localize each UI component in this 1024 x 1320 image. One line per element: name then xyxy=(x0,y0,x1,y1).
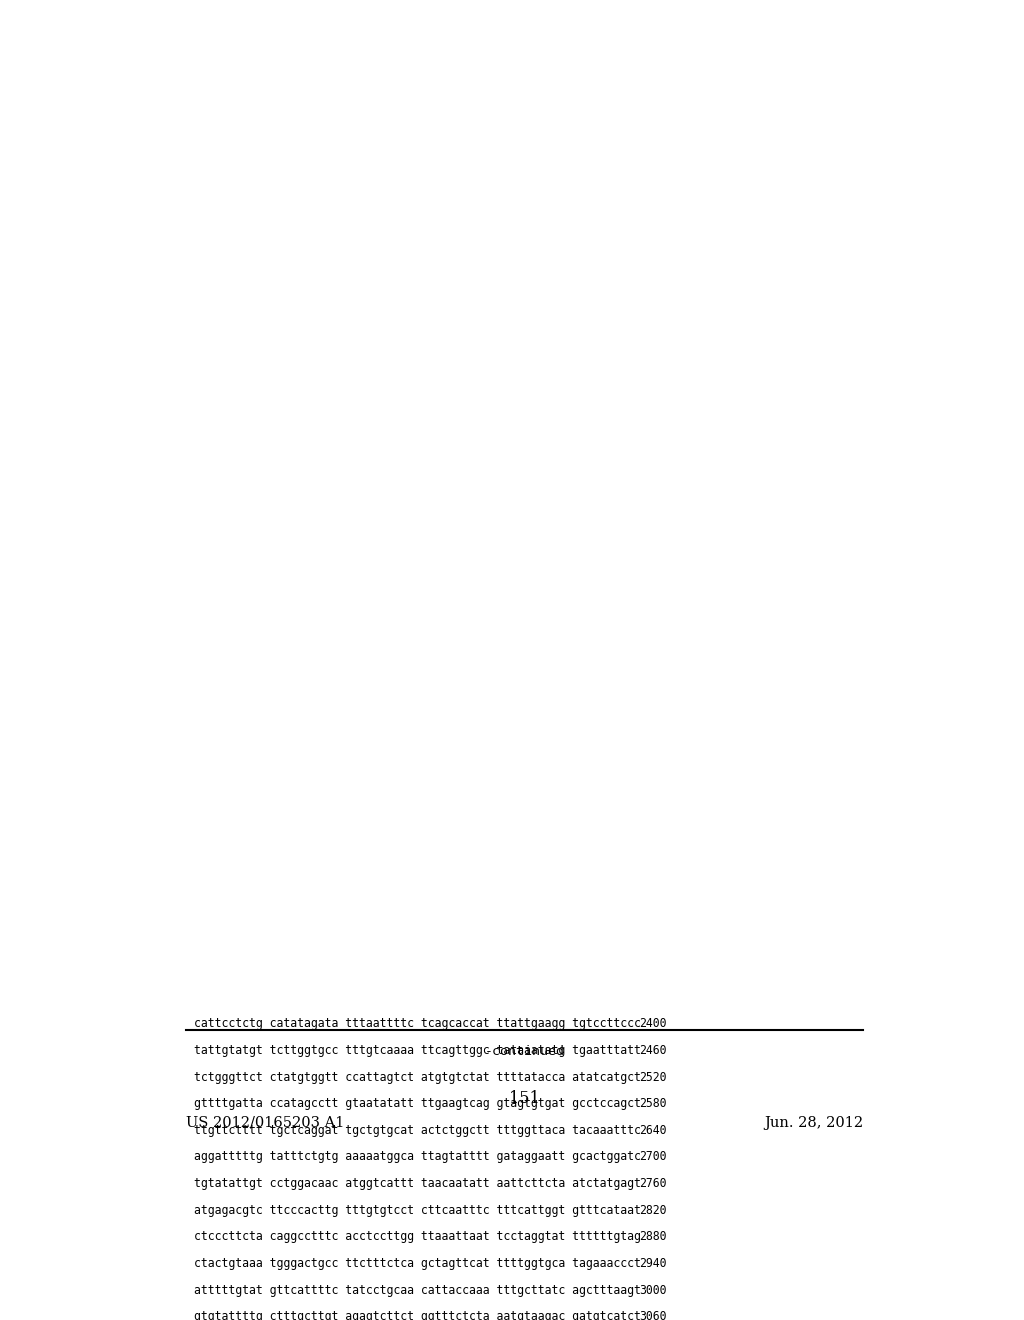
Text: 3000: 3000 xyxy=(640,1283,667,1296)
Text: aggatttttg tatttctgtg aaaaatggca ttagtatttt gataggaatt gcactggatc: aggatttttg tatttctgtg aaaaatggca ttagtat… xyxy=(194,1151,641,1163)
Text: 2940: 2940 xyxy=(640,1257,667,1270)
Text: ctcccttcta caggcctttc acctccttgg ttaaattaat tcctaggtat ttttttgtag: ctcccttcta caggcctttc acctccttgg ttaaatt… xyxy=(194,1230,641,1243)
Text: ctactgtaaa tgggactgcc ttctttctca gctagttcat ttttggtgca tagaaaccct: ctactgtaaa tgggactgcc ttctttctca gctagtt… xyxy=(194,1257,641,1270)
Text: tctgggttct ctatgtggtt ccattagtct atgtgtctat ttttatacca atatcatgct: tctgggttct ctatgtggtt ccattagtct atgtgtc… xyxy=(194,1071,641,1084)
Text: tgtatattgt cctggacaac atggtcattt taacaatatt aattcttcta atctatgagt: tgtatattgt cctggacaac atggtcattt taacaat… xyxy=(194,1177,641,1191)
Text: 2400: 2400 xyxy=(640,1018,667,1030)
Text: 3060: 3060 xyxy=(640,1311,667,1320)
Text: cattcctctg catatagata tttaattttc tcagcaccat ttattgaagg tgtccttccc: cattcctctg catatagata tttaattttc tcagcac… xyxy=(194,1018,641,1030)
Text: 151: 151 xyxy=(509,1090,541,1107)
Text: ttgttctttt tgctcaggat tgctgtgcat actctggctt tttggttaca tacaaatttc: ttgttctttt tgctcaggat tgctgtgcat actctgg… xyxy=(194,1123,641,1137)
Text: atgagacgtc ttcccacttg tttgtgtcct cttcaatttc tttcattggt gtttcataat: atgagacgtc ttcccacttg tttgtgtcct cttcaat… xyxy=(194,1204,641,1217)
Text: 2580: 2580 xyxy=(640,1097,667,1110)
Text: 2700: 2700 xyxy=(640,1151,667,1163)
Text: atttttgtat gttcattttc tatcctgcaa cattaccaaa tttgcttatc agctttaagt: atttttgtat gttcattttc tatcctgcaa cattacc… xyxy=(194,1283,641,1296)
Text: gttttgatta ccatagcctt gtaatatatt ttgaagtcag gtagtgtgat gcctccagct: gttttgatta ccatagcctt gtaatatatt ttgaagt… xyxy=(194,1097,641,1110)
Text: 2520: 2520 xyxy=(640,1071,667,1084)
Text: -continued: -continued xyxy=(484,1044,565,1057)
Text: 2820: 2820 xyxy=(640,1204,667,1217)
Text: tattgtatgt tcttggtgcc tttgtcaaaa ttcagttggc tataaatatg tgaatttatt: tattgtatgt tcttggtgcc tttgtcaaaa ttcagtt… xyxy=(194,1044,641,1057)
Text: Jun. 28, 2012: Jun. 28, 2012 xyxy=(764,1115,863,1130)
Text: 2640: 2640 xyxy=(640,1123,667,1137)
Text: 2760: 2760 xyxy=(640,1177,667,1191)
Text: 2460: 2460 xyxy=(640,1044,667,1057)
Text: 2880: 2880 xyxy=(640,1230,667,1243)
Text: gtgtattttg ctttgcttgt agagtcttct ggtttctcta aatgtaagac gatgtcatct: gtgtattttg ctttgcttgt agagtcttct ggtttct… xyxy=(194,1311,641,1320)
Text: US 2012/0165203 A1: US 2012/0165203 A1 xyxy=(186,1115,344,1130)
